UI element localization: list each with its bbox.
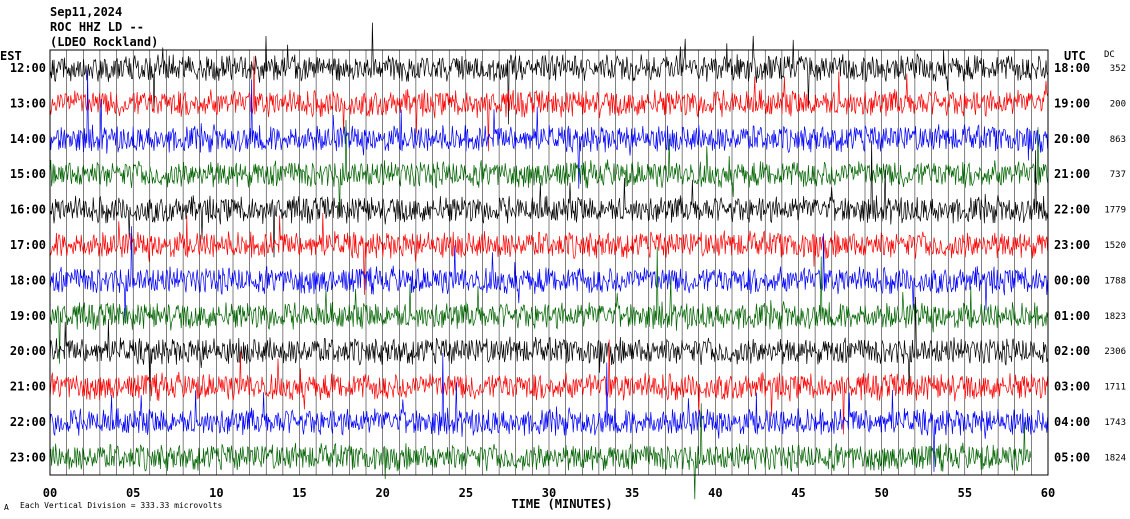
seismic-trace	[49, 226, 1048, 323]
dc-offset-value: 1788	[1104, 276, 1126, 286]
x-tick-label: 60	[1041, 486, 1055, 500]
seismic-trace	[49, 246, 1048, 364]
dc-offset-value: 1823	[1104, 312, 1126, 322]
utc-hour-label: 05:00	[1054, 450, 1090, 464]
utc-hour-label: 20:00	[1054, 132, 1090, 146]
plot-frame	[49, 49, 1049, 476]
dc-offset-value: 1711	[1104, 383, 1126, 393]
x-axis-title: TIME (MINUTES)	[511, 497, 612, 511]
network-label: (LDEO Rockland)	[50, 35, 158, 49]
x-tick-label: 40	[708, 486, 722, 500]
utc-hour-label: 23:00	[1054, 238, 1090, 252]
footnote-mark: A	[4, 503, 9, 512]
row-labels: 12:00 18:00 352 13:00 19:00 200 14:00 20:00 863 1…	[10, 61, 1126, 464]
dc-offset-value: 2306	[1104, 347, 1126, 357]
x-tick-label: 55	[958, 486, 972, 500]
dc-offset-value: 200	[1110, 99, 1126, 109]
dc-offset-value: 1824	[1104, 453, 1126, 463]
utc-hour-label: 04:00	[1054, 415, 1090, 429]
seismic-trace	[49, 352, 1048, 472]
utc-axis-label: UTC	[1064, 49, 1086, 63]
est-hour-label: 21:00	[10, 380, 46, 394]
est-hour-label: 18:00	[10, 273, 46, 287]
seismic-trace	[49, 22, 1048, 125]
est-hour-label: 23:00	[10, 450, 46, 464]
minute-gridlines	[49, 50, 1049, 475]
utc-hour-label: 01:00	[1054, 309, 1090, 323]
est-hour-label: 15:00	[10, 167, 46, 181]
dc-offset-value: 352	[1110, 64, 1126, 74]
est-hour-label: 14:00	[10, 132, 46, 146]
seismic-trace	[49, 119, 1048, 217]
utc-hour-label: 03:00	[1054, 380, 1090, 394]
utc-hour-label: 00:00	[1054, 273, 1090, 287]
est-hour-label: 12:00	[10, 61, 46, 75]
utc-hour-label: 19:00	[1054, 96, 1090, 110]
dc-offset-value: 863	[1110, 135, 1126, 145]
est-hour-label: 16:00	[10, 203, 46, 217]
utc-hour-label: 21:00	[1054, 167, 1090, 181]
utc-hour-label: 18:00	[1054, 61, 1090, 75]
seismic-traces	[49, 22, 1048, 500]
dc-column-label: DC	[1104, 50, 1115, 60]
x-tick-label: 15	[292, 486, 306, 500]
seismic-trace	[49, 212, 1048, 295]
date-label: Sep11,2024	[50, 5, 122, 19]
x-tick-label: 00	[43, 486, 57, 500]
dc-offset-value: 1520	[1104, 241, 1126, 251]
station-label: ROC HHZ LD --	[50, 20, 144, 34]
est-hour-label: 20:00	[10, 344, 46, 358]
utc-hour-label: 22:00	[1054, 203, 1090, 217]
est-hour-label: 17:00	[10, 238, 46, 252]
seismic-trace	[49, 296, 1048, 402]
x-tick-label: 25	[459, 486, 473, 500]
dc-offset-value: 737	[1110, 170, 1126, 180]
seismic-trace	[49, 56, 1048, 152]
utc-hour-label: 02:00	[1054, 344, 1090, 358]
seismic-trace	[49, 339, 1048, 435]
x-tick-label: 30	[542, 486, 556, 500]
est-hour-label: 19:00	[10, 309, 46, 323]
x-tick-label: 10	[209, 486, 223, 500]
est-axis-label: EST	[0, 49, 22, 63]
est-hour-label: 22:00	[10, 415, 46, 429]
est-hour-label: 13:00	[10, 96, 46, 110]
seismic-trace	[49, 403, 1032, 500]
dc-offset-value: 1779	[1104, 206, 1126, 216]
dc-offset-value: 1743	[1104, 418, 1126, 428]
x-tick-label: 45	[791, 486, 805, 500]
x-tick-label: 35	[625, 486, 639, 500]
x-tick-label: 50	[874, 486, 888, 500]
x-tick-label: 20	[375, 486, 389, 500]
x-tick-label: 05	[126, 486, 140, 500]
x-tick-labels: 00 05 10 15 20 25 30 35 40 45 50 55 60	[43, 486, 1055, 500]
seismic-trace	[49, 69, 1048, 189]
vertical-division-footnote: Each Vertical Division = 333.33 microvol…	[20, 501, 222, 510]
seismic-trace	[49, 140, 1048, 258]
